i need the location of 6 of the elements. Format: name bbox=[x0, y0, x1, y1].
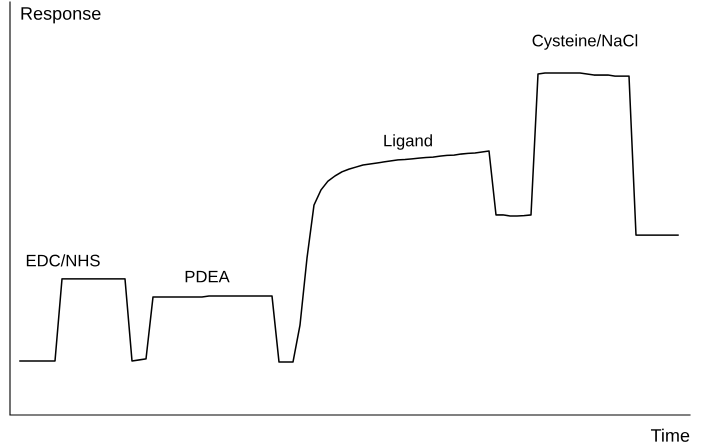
annotation: EDC/NHS bbox=[26, 254, 100, 266]
text: Cysteine/NaCl bbox=[532, 34, 638, 50]
y-axis-title: Response bbox=[21, 7, 100, 24]
x-axis-title: Time bbox=[650, 428, 690, 442]
annotation: PDEA bbox=[186, 270, 230, 282]
annotation: Ligand bbox=[384, 134, 432, 150]
